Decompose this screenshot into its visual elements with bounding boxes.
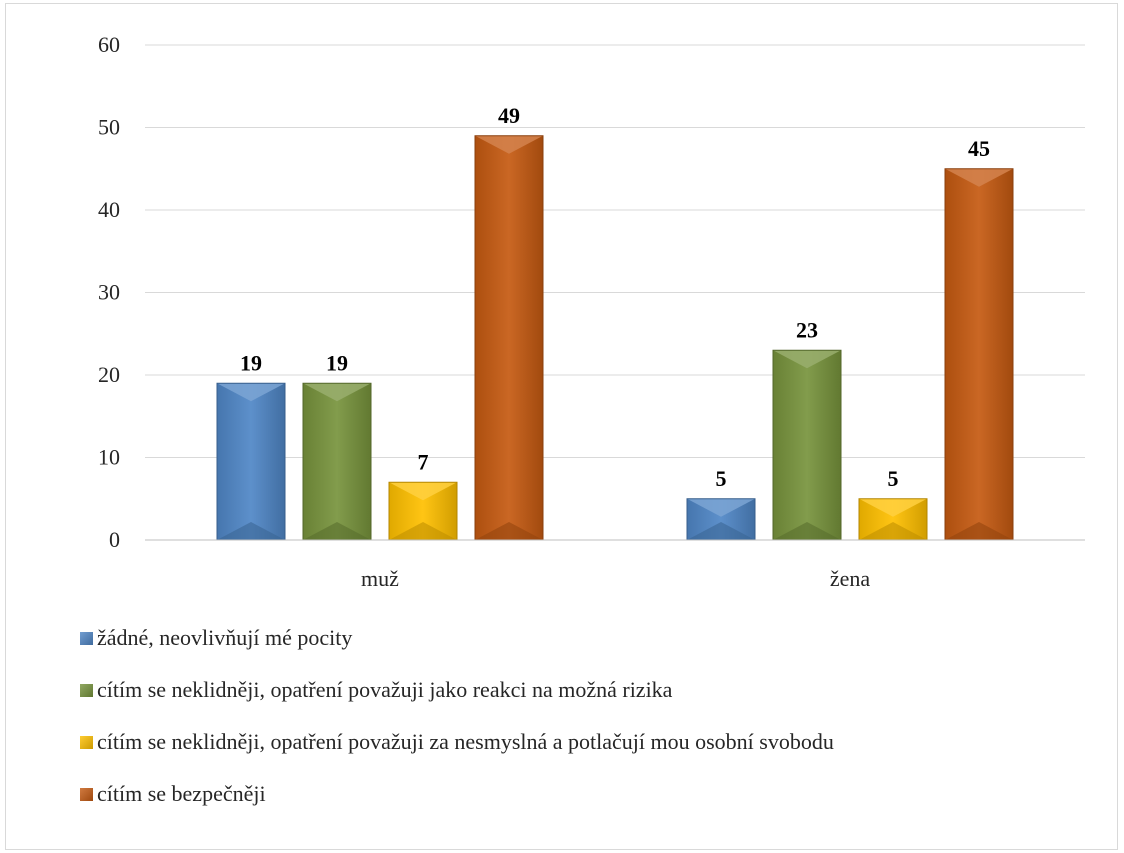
y-tick-label: 60 — [98, 32, 120, 57]
legend-item: cítím se bezpečněji — [80, 768, 1110, 820]
legend-item: cítím se neklidněji, opatření považuji z… — [80, 716, 1110, 768]
legend-swatch — [80, 631, 93, 645]
data-label: 5 — [888, 466, 899, 491]
legend-swatch — [80, 683, 93, 697]
gridlines — [145, 44, 1085, 541]
legend-label: žádné, neovlivňují mé pocity — [97, 625, 353, 650]
y-tick-label: 10 — [98, 445, 120, 470]
x-category-label: muž — [361, 566, 399, 591]
legend-swatch — [80, 787, 93, 801]
bar — [772, 349, 842, 541]
bar — [944, 168, 1014, 541]
data-label: 5 — [716, 466, 727, 491]
chart-frame — [5, 3, 1118, 850]
data-label: 19 — [326, 350, 348, 375]
y-tick-label: 30 — [98, 280, 120, 305]
data-label: 19 — [240, 350, 262, 375]
legend-item: cítím se neklidněji, opatření považuji j… — [80, 664, 1110, 716]
bars — [216, 135, 1014, 541]
x-axis: muž žena — [145, 539, 1085, 591]
data-label: 7 — [418, 449, 429, 474]
legend: žádné, neovlivňují mé pocity cítím se nek… — [80, 612, 1110, 820]
legend-swatch — [80, 735, 93, 749]
data-label: 23 — [796, 317, 818, 342]
bar — [686, 498, 756, 541]
bar-chart: 0 10 20 30 40 50 60 19 19 7 49 5 23 5 45 muž žena — [98, 32, 1085, 591]
y-tick-label: 20 — [98, 362, 120, 387]
bar — [302, 382, 372, 541]
bar — [216, 382, 286, 541]
y-tick-label: 40 — [98, 197, 120, 222]
y-tick-label: 0 — [109, 527, 120, 552]
y-tick-label: 50 — [98, 115, 120, 140]
legend-label: cítím se bezpečněji — [97, 781, 266, 806]
data-label: 49 — [498, 103, 520, 128]
bar — [388, 481, 458, 541]
legend-label: cítím se neklidněji, opatření považuji j… — [97, 677, 673, 702]
data-labels: 19 19 7 49 5 23 5 45 — [240, 103, 990, 491]
y-axis: 0 10 20 30 40 50 60 — [98, 32, 120, 552]
data-label: 45 — [968, 136, 990, 161]
x-category-label: žena — [830, 566, 871, 591]
legend-label: cítím se neklidněji, opatření považuji z… — [97, 729, 834, 754]
bar — [858, 498, 928, 541]
legend-item: žádné, neovlivňují mé pocity — [80, 612, 1110, 664]
bar — [474, 135, 544, 541]
